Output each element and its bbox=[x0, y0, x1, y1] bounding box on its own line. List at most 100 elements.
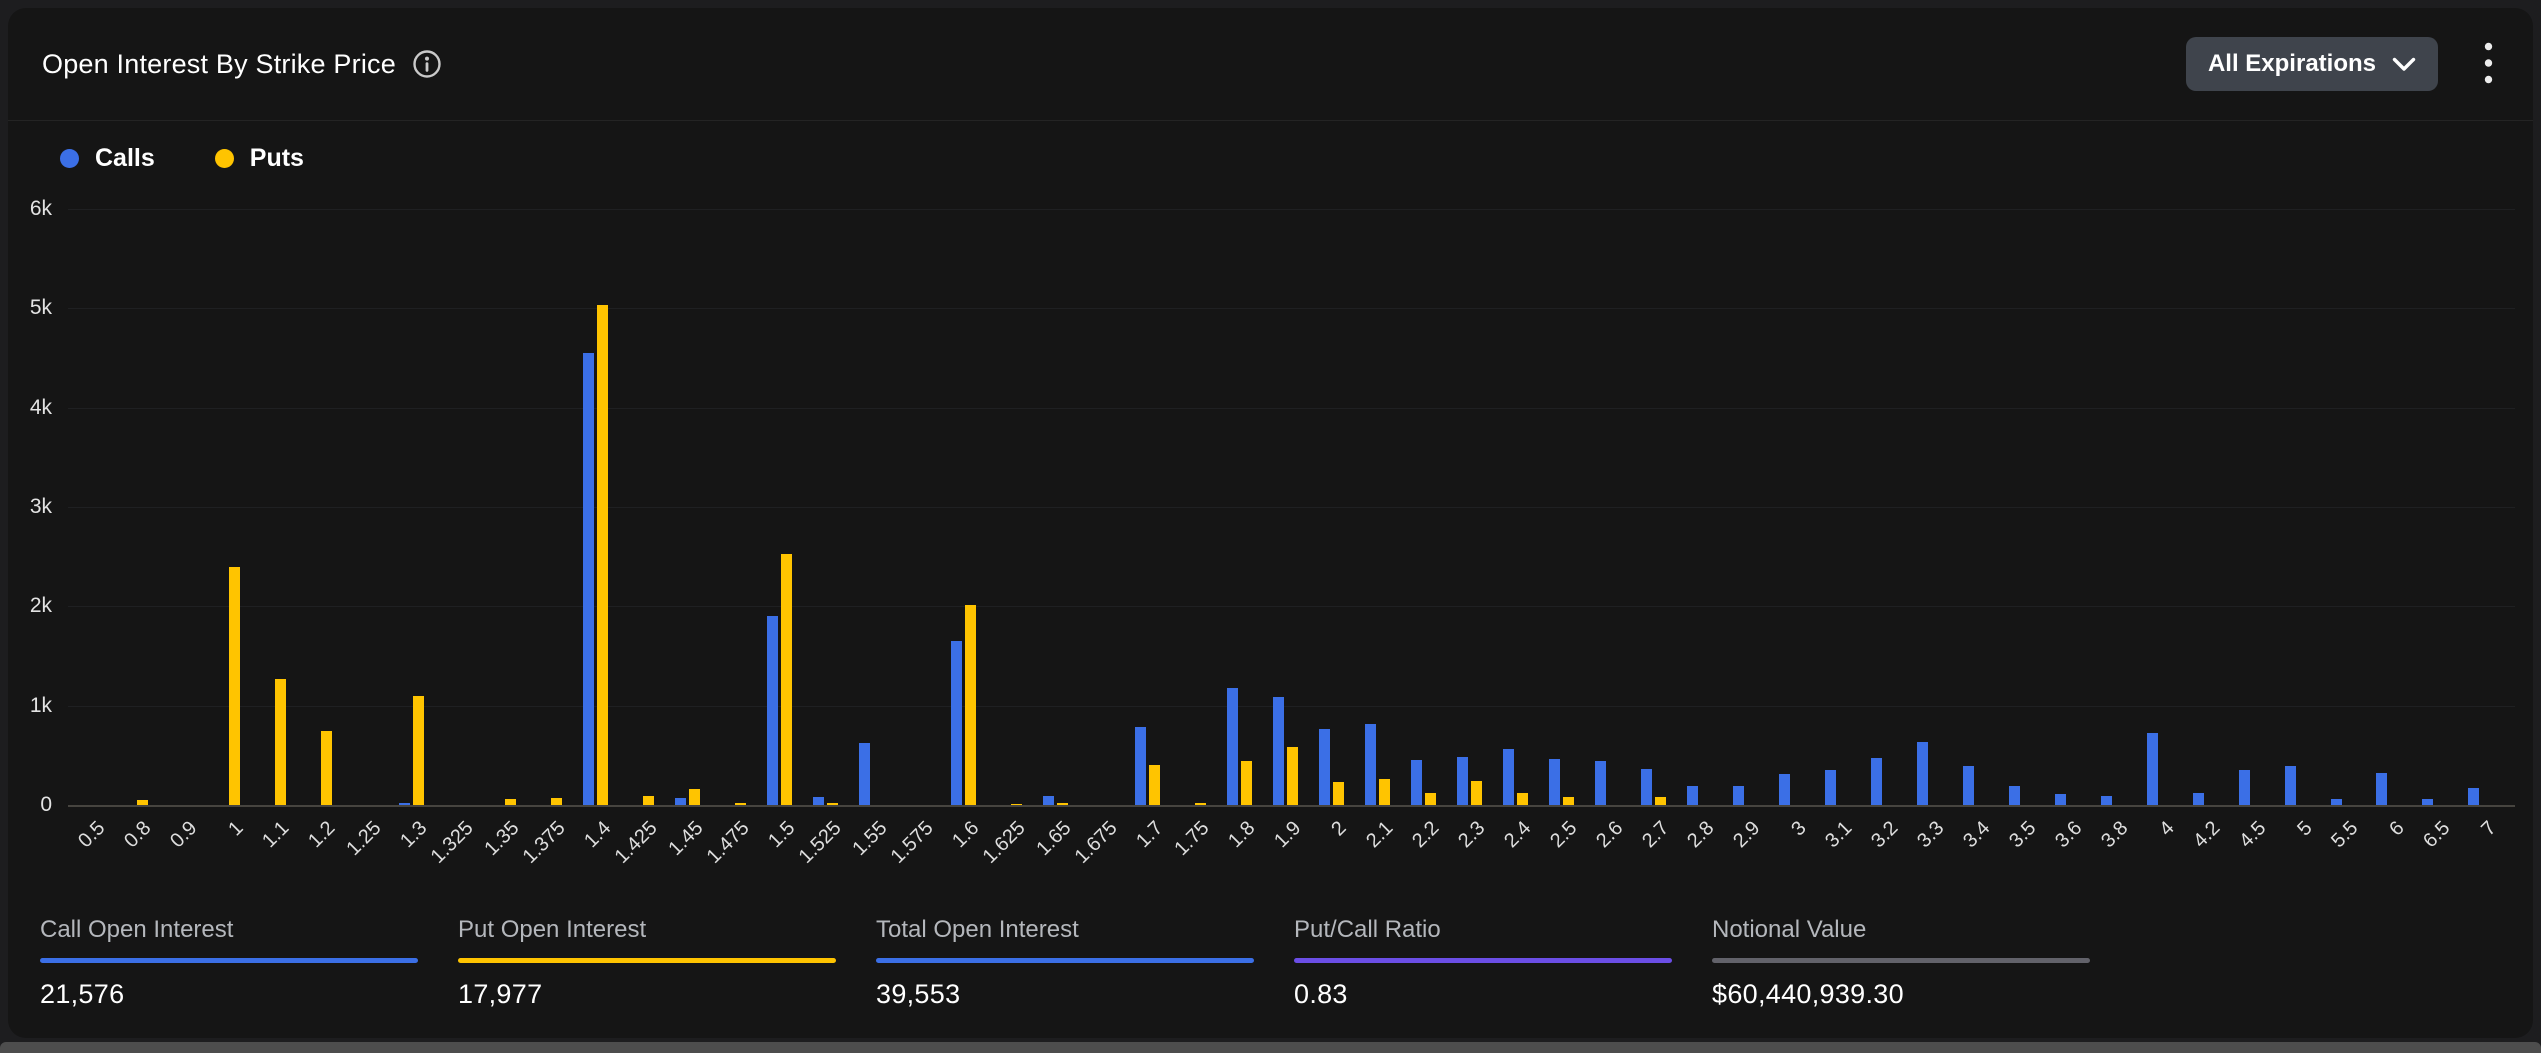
puts-bar-1.375[interactable] bbox=[551, 797, 563, 805]
puts-bar-2.1[interactable] bbox=[1378, 779, 1390, 805]
puts-bar-1.65[interactable] bbox=[1057, 802, 1069, 805]
stat-label: Total Open Interest bbox=[876, 916, 1079, 943]
calls-bar-7[interactable] bbox=[2468, 788, 2480, 805]
calls-bar-2.3[interactable] bbox=[1456, 757, 1468, 805]
puts-bar-1.75[interactable] bbox=[1195, 803, 1206, 805]
calls-bar-3.8[interactable] bbox=[2100, 796, 2112, 805]
puts-bar-1.35[interactable] bbox=[505, 799, 517, 805]
puts-bar-1.45[interactable] bbox=[689, 789, 701, 805]
puts-bar-2.2[interactable] bbox=[1424, 793, 1436, 805]
calls-bar-3.3[interactable] bbox=[1916, 742, 1928, 805]
stat-value: 21,576 bbox=[40, 979, 125, 1009]
page-title: Open Interest By Strike Price bbox=[42, 48, 396, 79]
more-options-button[interactable] bbox=[2474, 36, 2503, 93]
puts-bar-1.1[interactable] bbox=[275, 678, 287, 805]
open-interest-card: Open Interest By Strike Price All Expira… bbox=[8, 8, 2533, 1038]
calls-bar-3.6[interactable] bbox=[2054, 794, 2066, 805]
x-axis-label-0.8: 0.8 bbox=[120, 817, 156, 853]
puts-bar-2.7[interactable] bbox=[1654, 796, 1666, 805]
x-axis-label-1.625: 1.625 bbox=[978, 817, 1030, 868]
puts-legend-dot bbox=[214, 149, 234, 168]
puts-bar-1.4[interactable] bbox=[597, 305, 609, 805]
stats-row: Call Open Interest 21,576 Put Open Inter… bbox=[40, 916, 2130, 1010]
y-axis-label: 3k bbox=[29, 495, 52, 518]
calls-bar-2[interactable] bbox=[1318, 728, 1330, 805]
calls-bar-2.4[interactable] bbox=[1502, 749, 1514, 805]
calls-bar-1.45[interactable] bbox=[675, 797, 687, 805]
calls-bar-1.65[interactable] bbox=[1043, 795, 1055, 805]
puts-bar-1.6[interactable] bbox=[965, 605, 977, 805]
puts-bar-1[interactable] bbox=[229, 566, 241, 805]
puts-bar-0.8[interactable] bbox=[137, 800, 149, 805]
calls-bar-5[interactable] bbox=[2284, 766, 2296, 805]
stat-value: $60,440,939.30 bbox=[1712, 979, 1904, 1009]
puts-bar-2[interactable] bbox=[1332, 781, 1344, 805]
puts-bar-2.5[interactable] bbox=[1562, 796, 1574, 805]
calls-bar-6.5[interactable] bbox=[2422, 799, 2434, 805]
calls-bar-4[interactable] bbox=[2146, 732, 2158, 805]
y-axis-label: 5k bbox=[29, 296, 52, 320]
stat-label: Put Open Interest bbox=[458, 916, 647, 943]
x-axis-label-6.5: 6.5 bbox=[2419, 817, 2455, 853]
calls-bar-4.2[interactable] bbox=[2192, 793, 2204, 805]
legend-item-calls[interactable]: Calls bbox=[60, 144, 155, 173]
info-button[interactable] bbox=[412, 49, 442, 79]
x-axis-label-1.7: 1.7 bbox=[1131, 817, 1168, 853]
puts-bar-1.8[interactable] bbox=[1240, 761, 1252, 805]
expiration-filter-label: All Expirations bbox=[2207, 50, 2376, 77]
y-axis-label: 4k bbox=[29, 395, 52, 419]
x-axis-label-2.1: 2.1 bbox=[1361, 817, 1397, 853]
calls-bar-4.5[interactable] bbox=[2238, 769, 2250, 805]
calls-bar-2.7[interactable] bbox=[1640, 769, 1652, 805]
calls-bar-3.5[interactable] bbox=[2008, 786, 2020, 805]
puts-bar-1.625[interactable] bbox=[1011, 803, 1023, 805]
chart-plot[interactable]: 0 1k 2k 3k 4k 5k 6k 0.5 0.8 0.9 1 1.1 1.2 1.25 1.3 1.32… bbox=[8, 197, 2533, 898]
calls-bar-3.2[interactable] bbox=[1870, 758, 1882, 805]
stat-value: 17,977 bbox=[458, 979, 543, 1009]
x-axis-label-1.55: 1.55 bbox=[848, 817, 892, 861]
x-axis-label-3.1: 3.1 bbox=[1821, 817, 1857, 853]
calls-bar-2.9[interactable] bbox=[1732, 786, 1744, 805]
x-axis-label-3.5: 3.5 bbox=[2005, 817, 2041, 853]
calls-bar-2.6[interactable] bbox=[1594, 760, 1606, 805]
puts-bar-1.475[interactable] bbox=[735, 802, 747, 805]
calls-bar-2.1[interactable] bbox=[1364, 723, 1376, 805]
gridline bbox=[68, 507, 2515, 508]
x-axis-label-6: 6 bbox=[2385, 817, 2409, 841]
puts-bar-1.3[interactable] bbox=[413, 695, 425, 805]
expiration-filter-button[interactable]: All Expirations bbox=[2185, 37, 2438, 91]
puts-bar-2.3[interactable] bbox=[1470, 781, 1482, 805]
x-axis-label-1.575: 1.575 bbox=[886, 817, 938, 868]
puts-bar-2.4[interactable] bbox=[1516, 793, 1528, 805]
calls-bar-5.5[interactable] bbox=[2330, 799, 2342, 805]
calls-bar-1.525[interactable] bbox=[813, 796, 825, 805]
puts-bar-1.9[interactable] bbox=[1286, 747, 1298, 805]
calls-bar-3[interactable] bbox=[1778, 774, 1790, 805]
calls-bar-1.7[interactable] bbox=[1135, 727, 1147, 805]
puts-bar-1.425[interactable] bbox=[643, 796, 655, 805]
calls-bar-1.4[interactable] bbox=[583, 353, 595, 805]
calls-bar-2.2[interactable] bbox=[1410, 760, 1422, 805]
y-axis-label: 2k bbox=[29, 594, 52, 618]
x-axis-label-1.4: 1.4 bbox=[580, 817, 616, 853]
calls-bar-2.8[interactable] bbox=[1686, 786, 1698, 805]
calls-bar-1.3[interactable] bbox=[399, 803, 411, 805]
stat-label: Notional Value bbox=[1712, 916, 1867, 943]
puts-bar-1.7[interactable] bbox=[1149, 765, 1161, 805]
puts-bar-1.2[interactable] bbox=[321, 730, 333, 805]
calls-bar-6[interactable] bbox=[2376, 773, 2388, 805]
x-axis-label-1.5: 1.5 bbox=[764, 817, 800, 853]
legend-item-puts[interactable]: Puts bbox=[214, 144, 304, 173]
puts-bar-1.5[interactable] bbox=[781, 553, 793, 805]
calls-bar-1.5[interactable] bbox=[767, 616, 779, 805]
x-axis-label-2.4: 2.4 bbox=[1499, 817, 1535, 853]
calls-bar-2.5[interactable] bbox=[1548, 759, 1560, 805]
calls-bar-1.8[interactable] bbox=[1226, 688, 1238, 805]
x-axis-label-3.3: 3.3 bbox=[1913, 817, 1949, 853]
calls-bar-1.55[interactable] bbox=[859, 743, 871, 805]
calls-bar-1.9[interactable] bbox=[1272, 696, 1284, 805]
calls-bar-3.1[interactable] bbox=[1824, 769, 1836, 805]
puts-bar-1.525[interactable] bbox=[827, 803, 839, 805]
calls-bar-3.4[interactable] bbox=[1962, 766, 1974, 805]
calls-bar-1.6[interactable] bbox=[951, 641, 963, 805]
